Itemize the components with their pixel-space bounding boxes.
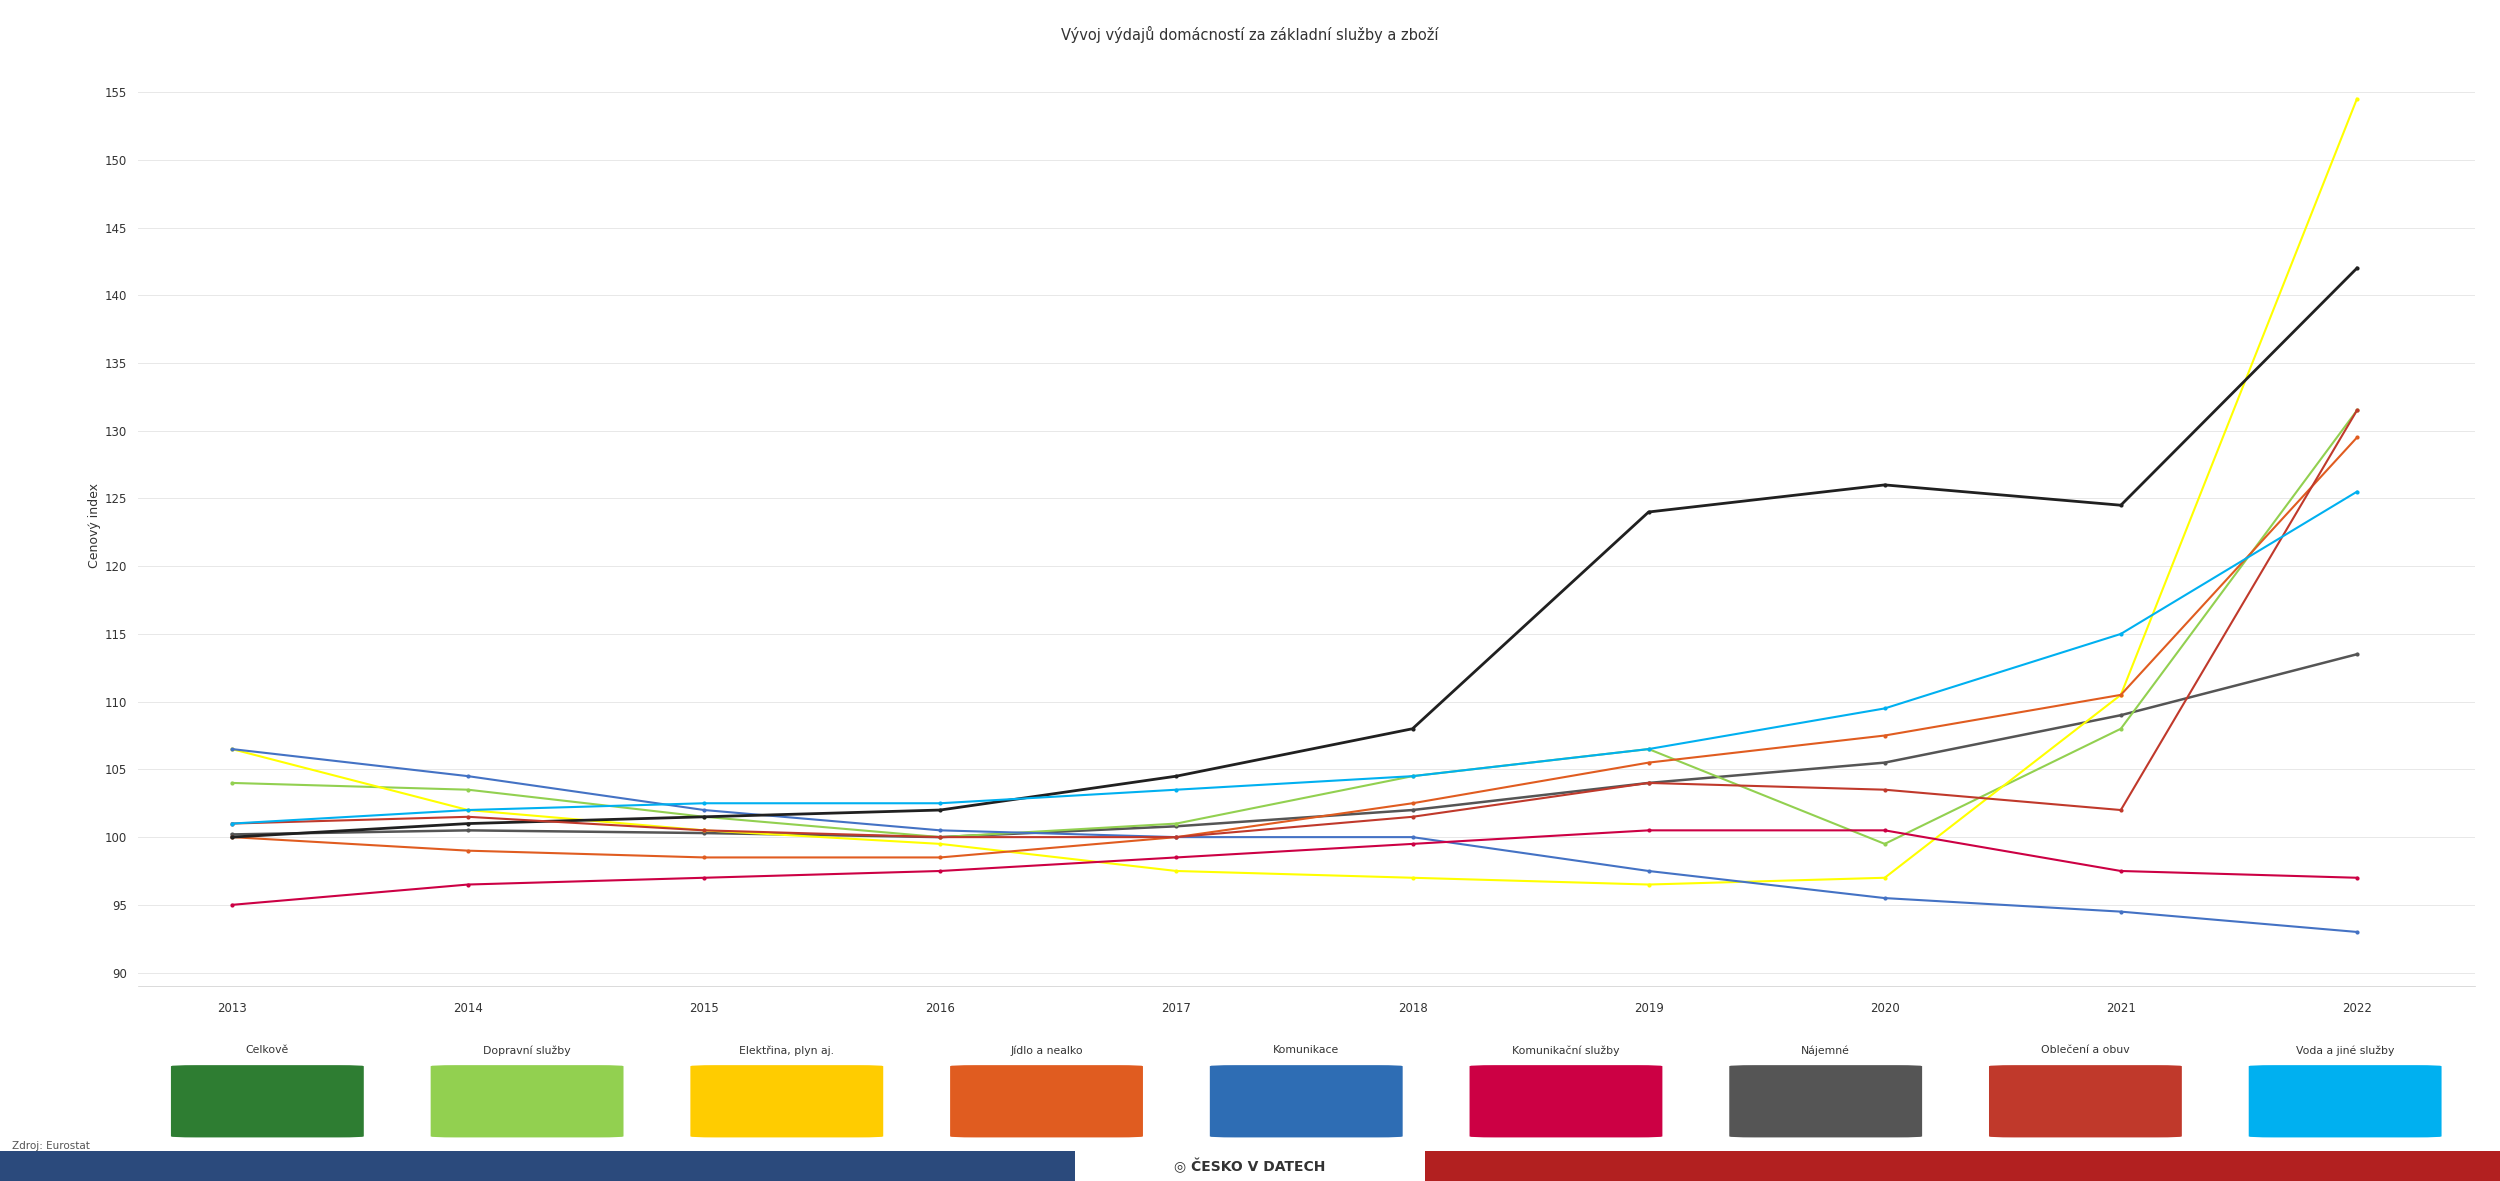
- Text: Dopravní služby: Dopravní služby: [482, 1045, 570, 1056]
- Text: Komunikační služby: Komunikační služby: [1512, 1045, 1620, 1056]
- FancyBboxPatch shape: [1990, 1065, 2182, 1137]
- Text: Elektřina, plyn aj.: Elektřina, plyn aj.: [740, 1045, 835, 1056]
- FancyBboxPatch shape: [170, 1065, 365, 1137]
- Text: Vývoj výdajů domácností za základní služby a zboží: Vývoj výdajů domácností za základní služ…: [1062, 26, 1440, 43]
- FancyBboxPatch shape: [1470, 1065, 1663, 1137]
- Bar: [1425, 1151, 2500, 1181]
- FancyBboxPatch shape: [950, 1065, 1142, 1137]
- FancyBboxPatch shape: [1730, 1065, 1922, 1137]
- Text: ◎ ČESKO V DATECH: ◎ ČESKO V DATECH: [1175, 1159, 1325, 1174]
- Text: Nájemné: Nájemné: [1802, 1045, 1850, 1056]
- Text: Komunikace: Komunikace: [1272, 1045, 1340, 1055]
- Text: Voda a jiné služby: Voda a jiné služby: [2295, 1045, 2395, 1056]
- Text: Zdroj: Eurostat: Zdroj: Eurostat: [12, 1142, 90, 1151]
- Bar: [0, 1151, 1075, 1181]
- FancyBboxPatch shape: [2248, 1065, 2442, 1137]
- FancyBboxPatch shape: [430, 1065, 622, 1137]
- Y-axis label: Cenový index: Cenový index: [88, 483, 100, 568]
- FancyBboxPatch shape: [1210, 1065, 1403, 1137]
- Text: Celkově: Celkově: [245, 1045, 290, 1055]
- Text: Oblečení a obuv: Oblečení a obuv: [2040, 1045, 2130, 1055]
- Text: Jídlo a nealko: Jídlo a nealko: [1010, 1045, 1082, 1056]
- FancyBboxPatch shape: [690, 1065, 882, 1137]
